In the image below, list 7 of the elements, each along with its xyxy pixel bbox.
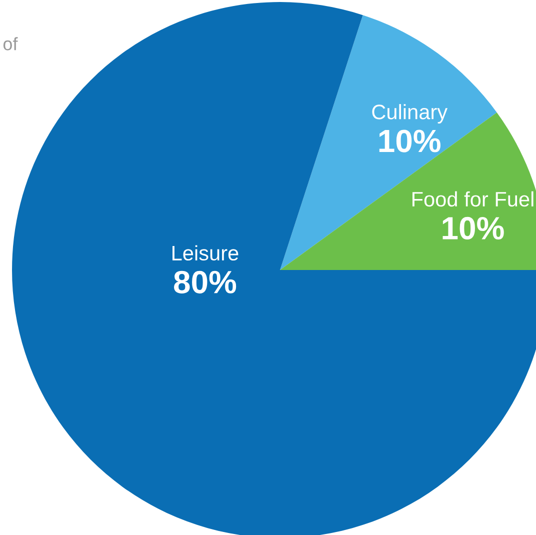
data-label: 80% (174, 270, 236, 294)
slice-label: Culinary (372, 104, 448, 124)
data-label: 10% (379, 130, 440, 152)
slice-label: Food for Fuel (412, 191, 534, 207)
text: of (3, 37, 18, 50)
slice-label: Leisure (172, 245, 238, 261)
data-label: 10% (442, 216, 504, 240)
